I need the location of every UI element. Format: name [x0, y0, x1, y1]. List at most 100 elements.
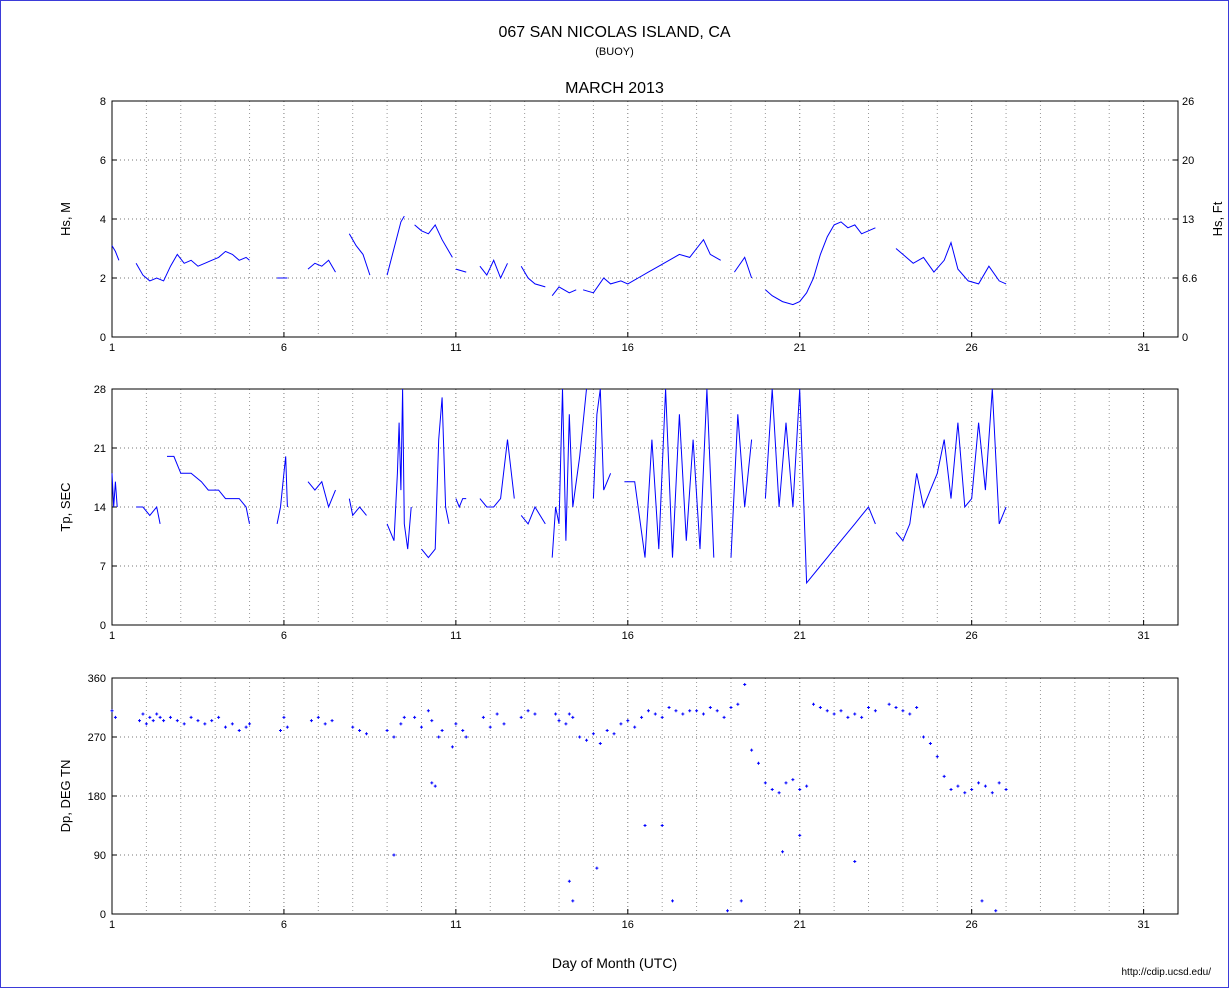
panel-3-data-point [805, 784, 809, 788]
panel-1-series-segment-9 [479, 259, 508, 280]
panel-3-data-point [977, 781, 981, 785]
panel-3-data-point [591, 732, 595, 736]
panel-1-series-segment-13 [733, 256, 753, 279]
panel-2-series-segment-2 [136, 505, 161, 524]
panel-1-y-axis-label: Hs, M [58, 202, 73, 236]
chart-title: 067 SAN NICOLAS ISLAND, CA [498, 24, 731, 41]
panel-3-y-tick-label: 90 [94, 850, 106, 862]
panel-2-series-segment-14 [624, 388, 715, 558]
panel-3-data-point [399, 722, 403, 726]
panel-1-right-tick-label: 26 [1182, 96, 1194, 108]
panel-3-data-point [901, 709, 905, 713]
panel-1-x-tick-label: 26 [966, 342, 978, 354]
panel-3-data-point [640, 715, 644, 719]
panel-3-data-point [777, 791, 781, 795]
panel-3-data-point [798, 833, 802, 837]
panel-3-data-point [626, 719, 630, 723]
panel-2-series-segment-15 [730, 414, 753, 558]
panel-3-data-point [151, 719, 155, 723]
panel-3-data-point [217, 715, 221, 719]
panel-3-data-point [980, 899, 984, 903]
month-title: MARCH 2013 [565, 80, 664, 97]
panel-3-x-tick-label: 21 [794, 919, 806, 931]
panel-3-data-point [963, 791, 967, 795]
panel-3-data-point [430, 781, 434, 785]
panel-3-data-point [997, 781, 1001, 785]
panel-3-data-point [660, 715, 664, 719]
panel-1-y-tick-label: 4 [100, 214, 106, 226]
panel-2-series-segment-11 [520, 505, 546, 525]
panel-2-x-tick-label: 26 [966, 630, 978, 642]
panel-3-data-point [450, 745, 454, 749]
panel-3-data-point [671, 899, 675, 903]
panel-3-data-point [203, 722, 207, 726]
panel-3-data-point [688, 709, 692, 713]
panel-3-data-point [168, 715, 172, 719]
panel-2-y-tick-label: 28 [94, 384, 106, 396]
panel-3-data-point [237, 728, 241, 732]
panel-3-data-point [210, 719, 214, 723]
panel-3-data-point [358, 728, 362, 732]
panel-1-series-segment-2 [135, 250, 250, 282]
panel-3-data-point [1004, 787, 1008, 791]
panel-1-plot-frame [111, 100, 1179, 338]
panel-3-data-point [873, 709, 877, 713]
panel-3-y-tick-label: 360 [88, 673, 106, 685]
panel-2-x-tick-label: 16 [622, 630, 634, 642]
panel-2-series-segment-6 [348, 498, 367, 517]
panel-1-right-axis-label: Hs, Ft [1210, 201, 1225, 236]
panel-3-data-point [743, 683, 747, 687]
panel-3-data-point [994, 909, 998, 913]
panel-2-series-segment-9 [455, 498, 467, 509]
panel-1-series-segment-7 [414, 223, 453, 258]
panel-3-data-point [519, 715, 523, 719]
panel-2-series-segment-12 [551, 388, 587, 558]
panel-3-data-point [430, 719, 434, 723]
panel-1-right-tick-label: 0 [1182, 332, 1188, 344]
panel-1-series-segment-14 [765, 221, 876, 306]
panel-2-x-tick-label: 11 [450, 630, 461, 642]
panel-2-series-segment-13 [592, 388, 612, 499]
panel-1-series-segment-10 [520, 265, 546, 288]
panel-3-data-point [791, 778, 795, 782]
panel-3-data-point [949, 787, 953, 791]
panel-3-data-point [860, 715, 864, 719]
panel-3-data-point [110, 709, 114, 713]
panel-3-data-point [419, 725, 423, 729]
panel-3-x-tick-label: 1 [109, 919, 115, 931]
panel-3-data-point [970, 787, 974, 791]
panel-2-y-tick-label: 14 [94, 502, 106, 514]
panel-1-x-tick-label: 31 [1137, 342, 1149, 354]
panel-3-data-point [481, 715, 485, 719]
panel-3-data-point [175, 719, 179, 723]
panel-3-data-point [894, 706, 898, 709]
panel-1-series-segment-11 [551, 286, 577, 297]
panel-3-data-point [196, 719, 200, 723]
panel-3-data-point [567, 712, 571, 716]
panel-3-data-point [526, 709, 530, 713]
source-url: http://cdip.ucsd.edu/ [1121, 967, 1211, 978]
panel-3-data-point [437, 735, 441, 739]
panel-3-data-point [278, 728, 282, 732]
panel-3-data-point [983, 784, 987, 788]
panel-3-data-point [578, 735, 582, 739]
panel-3-data-point [364, 732, 368, 736]
panel-3-y-tick-label: 180 [88, 791, 106, 803]
panel-3-data-point [402, 715, 406, 719]
panel-2-plot-frame [111, 388, 1179, 626]
panel-3-data-point [811, 702, 815, 706]
panel-3-data-point [598, 742, 602, 746]
panel-3-data-point [643, 824, 647, 827]
panel-3-data-point [715, 709, 719, 713]
panel-3-data-point [567, 879, 571, 883]
panel-2-x-tick-label: 1 [109, 630, 115, 642]
panel-3-data-point [502, 722, 506, 726]
panel-3-data-point [454, 722, 458, 726]
panel-3-data-point [189, 715, 193, 719]
panel-3-data-point [162, 719, 166, 723]
panel-2-series-segment-5 [307, 480, 336, 509]
panel-3-data-point [440, 728, 444, 732]
panel-3-data-point [908, 712, 912, 716]
panel-3-data-point [554, 712, 558, 716]
